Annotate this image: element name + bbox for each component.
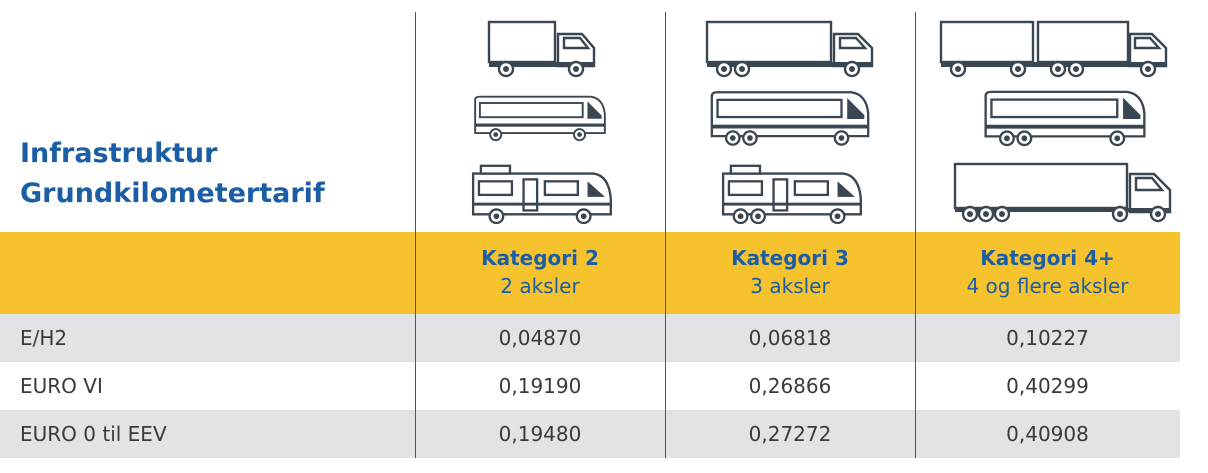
table-cell: 0,06818 (665, 314, 915, 362)
table-cell: 0,40908 (915, 410, 1180, 458)
column-header: Kategori 4+4 og flere aksler (915, 232, 1180, 314)
column-divider (415, 12, 416, 458)
column-divider (665, 12, 666, 458)
page: InfrastrukturGrundkilometertarif Kategor… (0, 0, 1208, 473)
column-sub: 3 aksler (665, 272, 915, 300)
table-cell: 0,10227 (915, 314, 1180, 362)
column-sub: 4 og flere aksler (915, 272, 1180, 300)
column-divider (915, 12, 916, 458)
column-sub: 2 aksler (415, 272, 665, 300)
column-name: Kategori 2 (415, 244, 665, 272)
title-line: Grundkilometertarif (20, 174, 325, 214)
table-cell: 0,26866 (665, 362, 915, 410)
table-cell: 0,40299 (915, 362, 1180, 410)
column-name: Kategori 3 (665, 244, 915, 272)
table-cell: 0,19480 (415, 410, 665, 458)
table-cell: 0,04870 (415, 314, 665, 362)
table-cell: 0,19190 (415, 362, 665, 410)
row-label: EURO 0 til EEV (20, 410, 415, 458)
row-label: E/H2 (20, 314, 415, 362)
row-label: EURO VI (20, 362, 415, 410)
title-line: Infrastruktur (20, 134, 325, 174)
column-name: Kategori 4+ (915, 244, 1180, 272)
table-cell: 0,27272 (665, 410, 915, 458)
